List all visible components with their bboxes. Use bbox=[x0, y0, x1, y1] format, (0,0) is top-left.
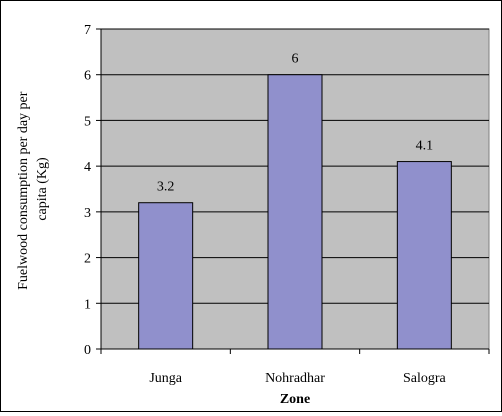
y-tick-label: 7 bbox=[84, 23, 91, 38]
bar-salogra bbox=[396, 161, 452, 350]
y-axis-title: Fuelwood consumption per day per capita … bbox=[16, 88, 50, 290]
x-axis-title: Zone bbox=[280, 392, 310, 407]
x-tick-label-nohradhar: Nohradhar bbox=[265, 371, 325, 386]
y-axis-title-line-2: capita (Kg) bbox=[35, 157, 50, 221]
y-tick-label: 4 bbox=[84, 160, 91, 175]
y-tick-label: 2 bbox=[84, 252, 91, 267]
data-label-salogra: 4.1 bbox=[416, 139, 434, 154]
y-tick-label: 0 bbox=[84, 343, 91, 358]
data-label-junga: 3.2 bbox=[157, 180, 175, 195]
x-tick-label-salogra: Salogra bbox=[403, 371, 447, 386]
y-tick-label: 1 bbox=[84, 297, 91, 312]
y-tick-label: 3 bbox=[84, 206, 91, 221]
y-axis-title-line-1: Fuelwood consumption per day per bbox=[16, 91, 31, 290]
bar-junga bbox=[138, 202, 194, 350]
data-label-nohradhar: 6 bbox=[292, 52, 299, 67]
x-tick-label-junga: Junga bbox=[149, 371, 182, 386]
y-tick-label: 6 bbox=[84, 69, 91, 84]
y-tick-label: 5 bbox=[84, 114, 91, 129]
bar-nohradhar bbox=[267, 74, 323, 350]
